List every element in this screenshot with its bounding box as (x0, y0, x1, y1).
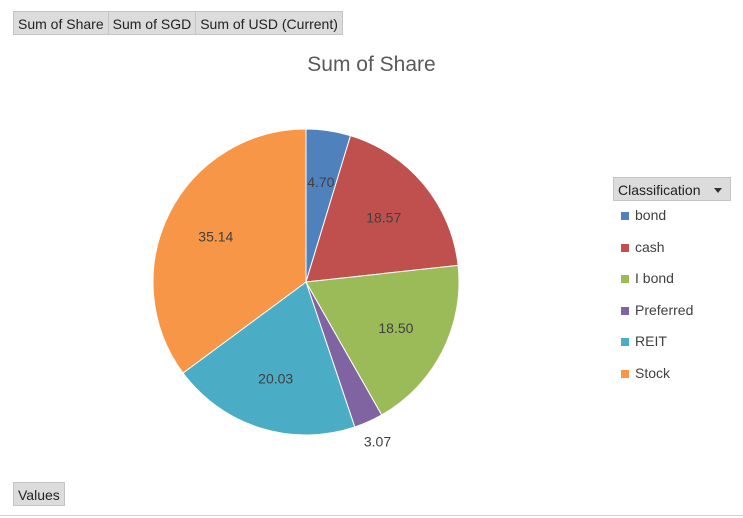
classification-filter-button[interactable]: Classification (613, 177, 731, 201)
pie-slice-stock[interactable] (152, 128, 307, 374)
legend-swatch (621, 306, 629, 315)
legend-item: REIT (621, 333, 731, 365)
legend-item: cash (621, 239, 731, 271)
divider (0, 515, 743, 516)
chevron-down-icon[interactable] (714, 188, 722, 193)
sum-of-share-field-button[interactable]: Sum of Share (13, 11, 109, 35)
legend-item: Preferred (621, 302, 731, 334)
pie-slice-cash[interactable] (305, 134, 459, 283)
legend-label: Preferred (635, 301, 694, 318)
legend-item: I bond (621, 270, 731, 302)
sum-of-usd-field-button[interactable]: Sum of USD (Current) (196, 11, 343, 35)
data-label: 35.14 (198, 229, 233, 245)
legend-label: Stock (635, 364, 671, 381)
chart-title: Sum of Share (307, 53, 436, 76)
legend-label: bond (635, 207, 667, 223)
legend-item: bond (621, 207, 731, 239)
pie-slice-i-bond[interactable] (305, 264, 460, 416)
legend-swatch (621, 212, 629, 220)
data-label: 20.03 (258, 370, 293, 386)
legend-swatch (621, 338, 629, 347)
data-label: 3.07 (364, 434, 391, 450)
field-buttons: Sum of Share Sum of SGD Sum of USD (Curr… (13, 11, 343, 35)
legend-header-label: Classification (618, 182, 701, 198)
legend-item: Stock (621, 365, 731, 397)
legend-label: I bond (635, 270, 674, 287)
data-label: 4.70 (307, 174, 334, 190)
legend-items: bond cash I bond Preferred REIT Stock (621, 207, 731, 397)
data-label: 18.57 (366, 210, 401, 226)
legend-label: cash (635, 238, 665, 255)
pie-slice-reit[interactable] (182, 281, 356, 436)
legend-swatch (621, 369, 629, 378)
legend-swatch (621, 275, 629, 284)
values-field-button[interactable]: Values (13, 482, 65, 506)
legend: Classification bond cash I bond Preferred RE… (613, 177, 731, 397)
legend-label: REIT (635, 333, 667, 350)
sum-of-sgd-field-button[interactable]: Sum of SGD (108, 11, 197, 35)
data-label: 18.50 (378, 320, 413, 336)
legend-swatch (621, 243, 629, 252)
